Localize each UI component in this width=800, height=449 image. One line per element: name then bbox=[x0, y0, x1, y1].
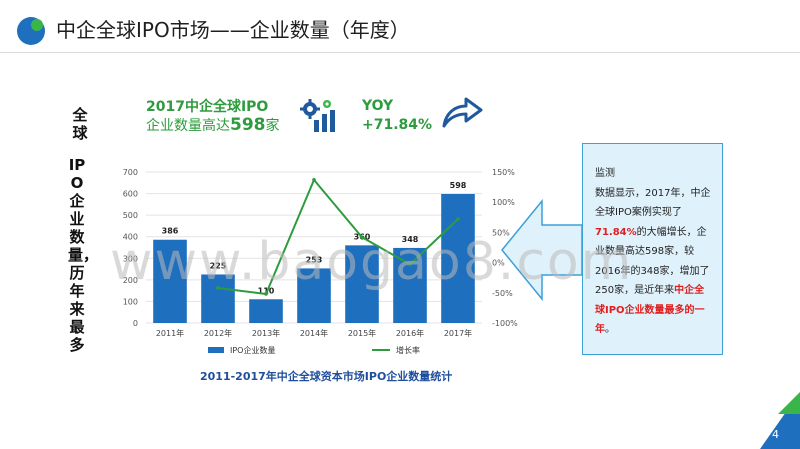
bar bbox=[297, 268, 331, 323]
y-right-tick-label: 150% bbox=[492, 168, 515, 177]
y-left-tick-label: 200 bbox=[123, 276, 138, 285]
highlight-line1: 2017中企全球IPO bbox=[146, 99, 269, 115]
growth-line bbox=[217, 177, 459, 296]
x-tick-label: 2012年 bbox=[204, 328, 232, 338]
bar bbox=[153, 239, 187, 323]
growth-point bbox=[216, 286, 220, 290]
legend-label: 增长率 bbox=[396, 345, 420, 355]
callout-p6: 。 bbox=[605, 324, 615, 335]
y-left-tick-label: 0 bbox=[133, 319, 138, 328]
y-right-tick-label: 0% bbox=[492, 259, 505, 268]
callout-growth: 71.84% bbox=[595, 226, 637, 238]
bar bbox=[441, 194, 475, 323]
ipo-combo-chart: 0 100 200 300 400 500 600 700 -100% -50% 0% 50% 100%… bbox=[123, 168, 518, 355]
y-right-tick-label: -100% bbox=[492, 319, 518, 328]
side-title-col2: IPO企业数量，历年来最多 bbox=[68, 156, 99, 354]
bar-value-label: 348 bbox=[402, 235, 419, 244]
growth-point bbox=[360, 235, 364, 240]
legend-label: IPO企业数量 bbox=[230, 345, 275, 355]
legend-swatch-bars bbox=[208, 347, 224, 353]
x-tick-label: 2017年 bbox=[444, 328, 472, 338]
callout-p1: 监测 bbox=[595, 168, 615, 179]
title-divider bbox=[0, 52, 800, 53]
yoy-value: +71.84% bbox=[362, 117, 433, 133]
x-tick-label: 2013年 bbox=[252, 328, 280, 338]
x-tick-label: 2016年 bbox=[396, 328, 424, 338]
y-left-tick-label: 600 bbox=[123, 190, 138, 199]
growth-point bbox=[456, 217, 460, 221]
y-left-tick-label: 100 bbox=[123, 297, 138, 306]
y-left-tick-label: 500 bbox=[123, 211, 138, 220]
growth-point bbox=[408, 262, 412, 267]
highlight-line2: 企业数量高达598家 bbox=[146, 115, 280, 135]
share-arrow-icon bbox=[442, 97, 483, 128]
y-right-tick-label: 100% bbox=[492, 198, 515, 207]
chart-caption: 2011-2017年中企全球资本市场IPO企业数量统计 bbox=[200, 370, 453, 383]
side-title-col1: 全球 bbox=[72, 106, 88, 142]
growth-point bbox=[264, 292, 268, 296]
x-tick-label: 2015年 bbox=[348, 328, 376, 338]
bar bbox=[249, 299, 283, 323]
bar-value-label: 225 bbox=[210, 261, 227, 270]
callout-box: 监测数据显示，2017年，中企全球IPO案例实现了 71.84%的大幅增长，企业数… bbox=[582, 143, 723, 355]
y-left-tick-label: 300 bbox=[123, 254, 138, 263]
y-right-tick-label: 50% bbox=[492, 228, 510, 237]
growth-point bbox=[312, 178, 316, 182]
page-number: 4 bbox=[772, 428, 779, 441]
bar bbox=[201, 274, 235, 323]
bar-value-label: 386 bbox=[162, 227, 179, 236]
callout-p4: 的大幅增长，企业数量高达598家，较2016年的348家，增加了250家，是近年… bbox=[595, 226, 710, 297]
watermark: www.baogao8.com bbox=[110, 232, 634, 292]
gear-bar-chart-icon bbox=[300, 99, 335, 132]
bar bbox=[393, 247, 427, 323]
yoy-label: YOY bbox=[362, 98, 394, 114]
corner-decoration bbox=[760, 392, 800, 449]
y-right-tick-label: -50% bbox=[492, 289, 513, 298]
x-tick-label: 2011年 bbox=[156, 328, 184, 338]
page-title: 中企全球IPO市场——企业数量（年度） bbox=[56, 18, 410, 42]
y-left-tick-label: 700 bbox=[123, 168, 138, 177]
y-left-tick-label: 400 bbox=[123, 233, 138, 242]
bar bbox=[345, 245, 379, 323]
bar-value-label: 253 bbox=[306, 255, 323, 264]
callout-highlight: 中企全球IPO企业数量最多的一年 bbox=[595, 285, 705, 335]
bar-value-label: 110 bbox=[258, 286, 275, 295]
logo-icon bbox=[17, 17, 45, 45]
bar-value-label: 598 bbox=[450, 181, 467, 190]
x-tick-label: 2014年 bbox=[300, 328, 328, 338]
callout-p2: 数据显示，2017年，中企全球IPO案例实现了 bbox=[595, 187, 711, 219]
